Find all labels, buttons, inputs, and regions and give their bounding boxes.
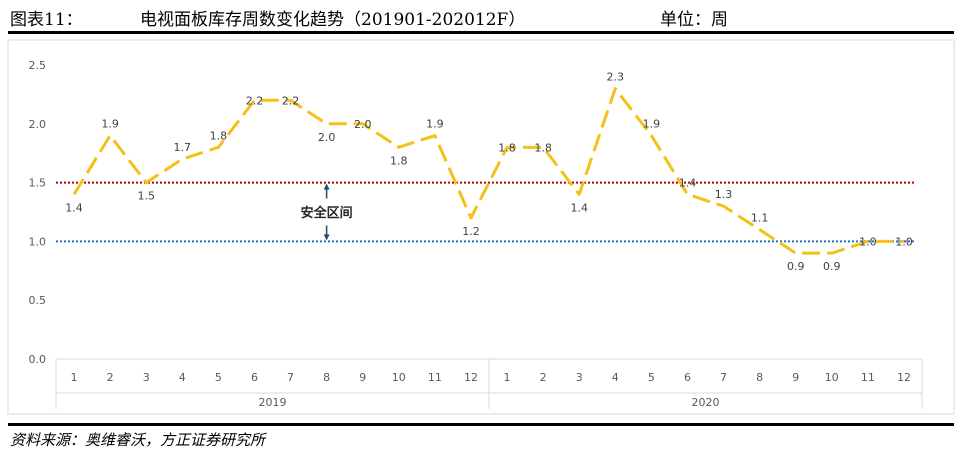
data-label: 1.8 — [390, 154, 408, 167]
data-label: 0.9 — [823, 260, 841, 273]
data-label: 1.9 — [426, 118, 444, 131]
data-label: 0.9 — [787, 260, 805, 273]
y-tick-label: 1.5 — [29, 177, 47, 190]
group-label: 2020 — [692, 396, 720, 409]
line-chart: 0.00.51.01.52.02.51 2 3 4 5 6 7 8 9 10 11 12 1 2 3 4 5 6 7… — [7, 39, 955, 415]
data-label: 1.9 — [643, 118, 661, 131]
bottom-rule — [8, 423, 954, 426]
y-tick-label: 2.5 — [29, 59, 47, 72]
x-tick-label: 1 — [504, 371, 511, 384]
x-tick-label: 7 — [720, 371, 727, 384]
figure-label: 图表11： — [10, 10, 83, 30]
down-arrow-icon — [323, 234, 330, 241]
x-tick-label: 8 — [756, 371, 763, 384]
data-label: 2.0 — [354, 118, 372, 131]
group-label: 2019 — [259, 396, 287, 409]
x-tick-label: 3 — [576, 371, 583, 384]
y-tick-label: 1.0 — [29, 235, 47, 248]
x-tick-label: 5 — [215, 371, 222, 384]
data-label: 1.0 — [859, 235, 877, 248]
data-label: 2.0 — [318, 131, 336, 144]
top-rule — [8, 31, 954, 34]
x-tick-label: 1 — [71, 371, 78, 384]
x-tick-label: 6 — [684, 371, 691, 384]
data-label: 2.2 — [282, 94, 300, 107]
y-tick-label: 2.0 — [29, 118, 47, 131]
x-tick-label: 2 — [107, 371, 114, 384]
chart-area-border — [7, 39, 955, 415]
data-label: 1.5 — [137, 190, 155, 203]
safe-range-annotation: 安全区间 — [301, 205, 353, 221]
data-label: 1.8 — [498, 141, 516, 154]
data-label: 1.0 — [895, 235, 913, 248]
data-label: 1.1 — [751, 212, 769, 225]
x-tick-label: 9 — [792, 371, 799, 384]
x-tick-label: 4 — [612, 371, 619, 384]
x-tick-label: 3 — [143, 371, 150, 384]
y-tick-label: 0.0 — [29, 353, 47, 366]
data-label: 1.8 — [210, 129, 228, 142]
data-label: 1.9 — [101, 118, 119, 131]
x-tick-label: 8 — [323, 371, 330, 384]
data-label: 1.7 — [174, 141, 192, 154]
up-arrow-icon — [323, 183, 330, 190]
x-tick-label: 12 — [464, 371, 478, 384]
x-tick-label: 10 — [825, 371, 839, 384]
series-line — [72, 87, 904, 255]
x-tick-label: 2 — [540, 371, 547, 384]
data-label: 1.4 — [570, 201, 588, 214]
data-label: 1.3 — [715, 188, 733, 201]
x-tick-label: 10 — [392, 371, 406, 384]
x-tick-label: 4 — [179, 371, 186, 384]
source-note: 资料来源：奥维睿沃，方正证券研究所 — [10, 431, 266, 449]
x-tick-label: 11 — [861, 371, 875, 384]
y-tick-label: 0.5 — [29, 294, 47, 307]
data-label: 1.2 — [462, 225, 480, 238]
data-label: 1.4 — [679, 176, 697, 189]
x-tick-label: 7 — [287, 371, 294, 384]
x-tick-label: 12 — [897, 371, 911, 384]
x-tick-label: 11 — [428, 371, 442, 384]
data-label: 2.2 — [246, 94, 264, 107]
x-tick-label: 5 — [648, 371, 655, 384]
data-label: 2.3 — [607, 71, 625, 84]
figure-title: 电视面板库存周数变化趋势（201901-202012F） — [140, 10, 526, 30]
data-label: 1.8 — [534, 141, 552, 154]
unit-label: 单位：周 — [660, 10, 728, 30]
data-label: 1.4 — [65, 201, 83, 214]
x-tick-label: 9 — [359, 371, 366, 384]
x-tick-label: 6 — [251, 371, 258, 384]
figure-header: 图表11： 电视面板库存周数变化趋势（201901-202012F） 单位：周 — [0, 0, 962, 30]
